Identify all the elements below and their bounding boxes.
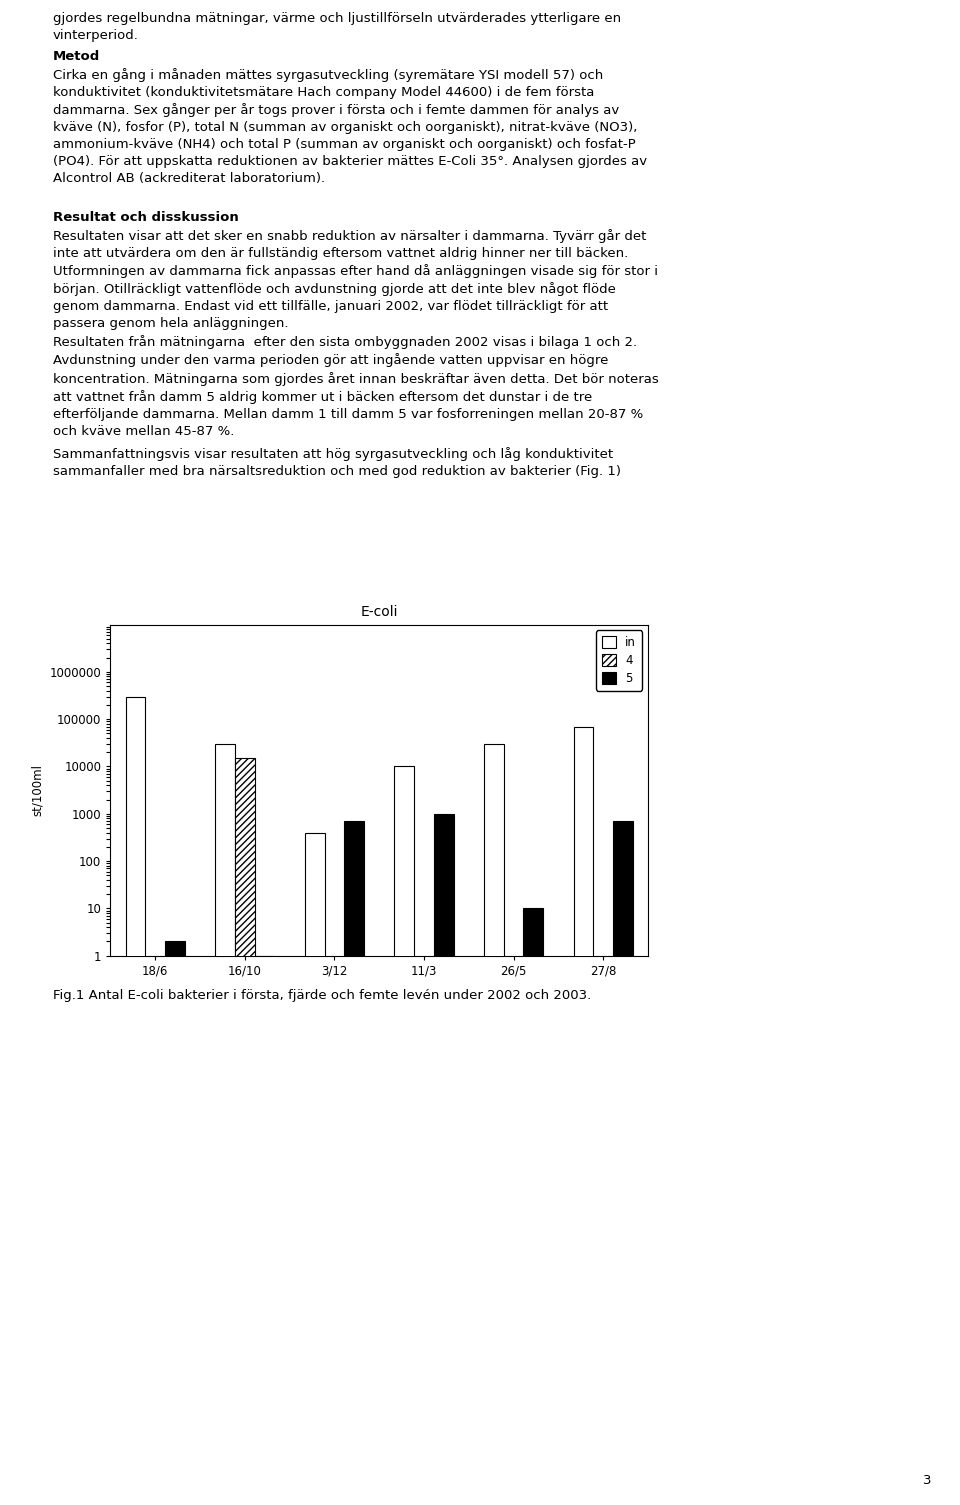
Bar bbox=[215, 743, 235, 1505]
Bar bbox=[523, 909, 543, 1505]
Text: Sammanfattningsvis visar resultaten att hög syrgasutveckling och låg konduktivit: Sammanfattningsvis visar resultaten att … bbox=[53, 447, 621, 479]
Bar bbox=[395, 766, 414, 1505]
Bar bbox=[305, 832, 324, 1505]
Bar bbox=[254, 956, 275, 1505]
Text: Cirka en gång i månaden mättes syrgasutveckling (syremätare YSI modell 57) och
k: Cirka en gång i månaden mättes syrgasutv… bbox=[53, 68, 647, 185]
Bar bbox=[574, 727, 593, 1505]
Bar bbox=[613, 822, 633, 1505]
Text: Fig.1 Antal E-coli bakterier i första, fjärde och femte levén under 2002 och 200: Fig.1 Antal E-coli bakterier i första, f… bbox=[53, 989, 591, 1002]
Bar bbox=[434, 814, 453, 1505]
Bar bbox=[484, 743, 504, 1505]
Bar bbox=[235, 759, 254, 1505]
Bar bbox=[165, 942, 184, 1505]
Text: gjordes regelbundna mätningar, värme och ljustillförseln utvärderades ytterligar: gjordes regelbundna mätningar, värme och… bbox=[53, 12, 621, 42]
Text: Resultaten visar att det sker en snabb reduktion av närsalter i dammarna. Tyvärr: Resultaten visar att det sker en snabb r… bbox=[53, 229, 659, 438]
Bar bbox=[126, 697, 145, 1505]
Text: 3: 3 bbox=[923, 1473, 931, 1487]
Y-axis label: st/100ml: st/100ml bbox=[31, 765, 44, 816]
Title: E-coli: E-coli bbox=[360, 605, 398, 619]
Legend: in, 4, 5: in, 4, 5 bbox=[596, 631, 642, 691]
Bar bbox=[345, 822, 364, 1505]
Text: Resultat och disskussion: Resultat och disskussion bbox=[53, 211, 238, 224]
Text: Metod: Metod bbox=[53, 50, 100, 63]
